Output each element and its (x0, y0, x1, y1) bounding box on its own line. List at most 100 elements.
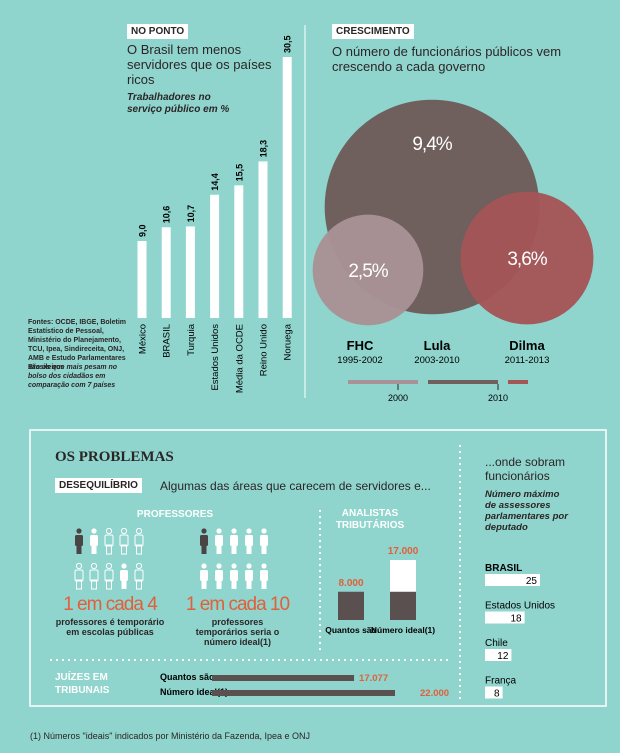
icon (91, 545, 97, 554)
bar (210, 194, 220, 318)
icon (75, 535, 83, 546)
value-label: 25 (526, 576, 538, 587)
icon (231, 580, 237, 589)
icon (134, 534, 144, 547)
icon (201, 563, 207, 569)
y-label: Trabalhadores no serviço público em % (127, 92, 230, 115)
icon (201, 545, 207, 554)
icon (216, 528, 222, 534)
title: ...onde sobram funcionários (485, 455, 566, 483)
icon (261, 563, 267, 569)
period-label: 2011-2013 (505, 355, 550, 366)
subtitle: O Brasil tem menos servidores que os paí… (127, 42, 272, 87)
icon (119, 534, 129, 547)
x-tick-label: Reino Unido (259, 324, 270, 376)
bar (258, 161, 268, 318)
icon (201, 580, 207, 589)
icon (136, 579, 142, 590)
bubble (312, 214, 424, 326)
icon (216, 563, 222, 569)
icon (231, 528, 237, 534)
x-tick-label: Estados Unidos (210, 324, 221, 391)
icon (106, 579, 112, 590)
icon (75, 562, 83, 570)
timeline-segment (348, 380, 418, 384)
value-label: 9,0 (138, 224, 148, 237)
value-label: 17.077 (359, 673, 388, 684)
icon (245, 535, 253, 546)
category-label: Número ideal(1) (160, 687, 228, 697)
icon (216, 545, 222, 554)
value-label: 10,6 (162, 206, 172, 224)
title: JUÍZES EM TRIBUNAIS (55, 672, 110, 696)
icon (246, 563, 252, 569)
icon (246, 545, 252, 554)
ratio: 1 em cada 4 (63, 594, 158, 615)
intro: Algumas das áreas que carecem de servido… (160, 479, 431, 493)
value-label: 15,5 (234, 164, 244, 182)
source: Fontes: OCDE, IBGE, Boletim Estatístico … (28, 319, 127, 371)
icon (260, 535, 268, 546)
category-label: FHC (347, 338, 374, 353)
period-label: 2003-2010 (414, 355, 459, 366)
bar (485, 574, 540, 586)
icon (105, 562, 113, 570)
category-label: Lula (424, 338, 451, 353)
value-label: 10,7 (186, 205, 196, 223)
x-tick-label: BRASIL (162, 324, 173, 358)
section-title: OS PROBLEMAS (55, 449, 174, 465)
x-tick-label: 2010 (488, 393, 508, 403)
category-label: Dilma (509, 338, 545, 353)
icon (246, 580, 252, 589)
x-tick-label: Número ideal(1) (371, 625, 435, 635)
tag: DESEQUILÍBRIO (55, 478, 142, 493)
value-label: 17.000 (388, 546, 419, 557)
icon (215, 535, 223, 546)
period-label: 1995-2002 (337, 355, 382, 366)
icon (76, 528, 82, 534)
value-label: 9,4% (412, 134, 452, 155)
category-label: Quantos são (160, 672, 215, 682)
icon (121, 544, 127, 555)
icon (136, 544, 142, 555)
icon (91, 579, 97, 590)
x-tick-label: 2000 (388, 393, 408, 403)
icon (134, 569, 144, 582)
icon (261, 528, 267, 534)
value-label: 18,3 (259, 140, 269, 158)
subtitle: Número máximo de assessores parlamentare… (485, 489, 568, 533)
icon (216, 580, 222, 589)
icon (120, 570, 128, 581)
category-label: BRASIL (485, 563, 522, 574)
icon (231, 563, 237, 569)
value-label: 14,4 (210, 173, 220, 191)
icon (105, 527, 113, 535)
icon (230, 570, 238, 581)
icon (90, 562, 98, 570)
frame (29, 429, 607, 707)
timeline-segment (508, 380, 528, 384)
x-tick-label: Quantos são (325, 625, 376, 635)
icon (76, 545, 82, 554)
x-tick-label: Noruega (283, 323, 294, 360)
icon (104, 569, 114, 582)
icon (135, 527, 143, 535)
timeline-segment (428, 380, 498, 384)
icon (135, 562, 143, 570)
bubble (460, 191, 594, 325)
footnote: (1) Números "ideais" indicados por Minis… (30, 731, 311, 741)
icon (215, 570, 223, 581)
icon (74, 569, 84, 582)
bar (338, 591, 364, 620)
icon (76, 579, 82, 590)
ratio: 1 em cada 10 (185, 594, 290, 615)
bar-part (390, 591, 416, 620)
ratio-text: professores é temporário em escolas públ… (55, 617, 165, 637)
teachers-title: PROFESSORES (136, 509, 214, 520)
icon (121, 563, 127, 569)
icon (200, 570, 208, 581)
category-label: Estados Unidos (485, 601, 555, 612)
icon (260, 570, 268, 581)
